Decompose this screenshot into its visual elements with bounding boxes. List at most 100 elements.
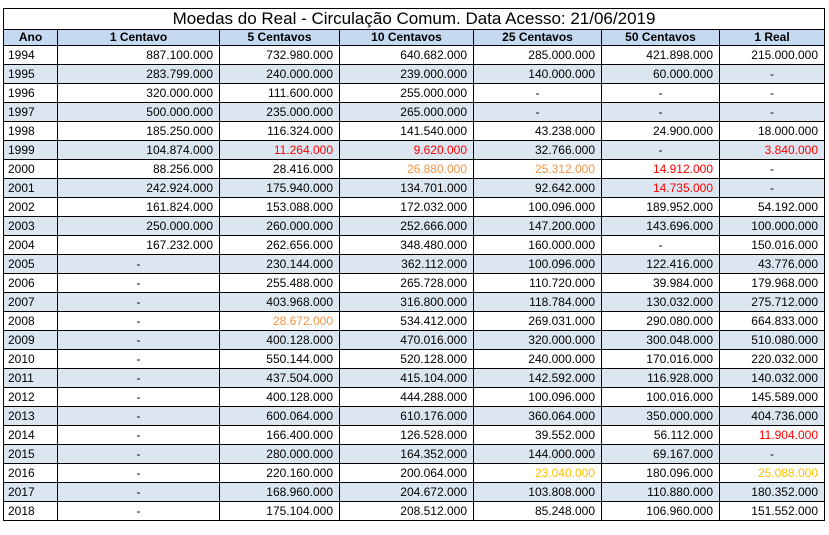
value-cell: 283.799.000 bbox=[57, 64, 220, 84]
table-row: 1997 500.000.000 235.000.000 265.000.000- - - bbox=[3, 102, 825, 122]
value-cell: 100.016.000 bbox=[601, 387, 720, 407]
value-cell: 260.000.000 bbox=[219, 216, 340, 236]
year-cell: 2002 bbox=[3, 197, 58, 217]
value-cell: 28.672.000 bbox=[219, 311, 340, 331]
year-cell: 2017 bbox=[3, 482, 58, 502]
value-cell: 144.000.000 bbox=[473, 444, 602, 464]
value-cell: 39.984.000 bbox=[601, 273, 720, 293]
coin-circulation-table: Moedas do Real - Circulação Comum. Data … bbox=[3, 8, 825, 521]
value-cell: 350.000.000 bbox=[601, 406, 720, 426]
value-cell: 69.167.000 bbox=[601, 444, 720, 464]
value-cell: 111.600.000 bbox=[219, 83, 340, 103]
value-cell: 118.784.000 bbox=[473, 292, 602, 312]
value-cell: 100.000.000 bbox=[719, 216, 825, 236]
value-cell: 145.589.000 bbox=[719, 387, 825, 407]
value-cell: - bbox=[57, 463, 220, 483]
value-cell: 265.728.000 bbox=[339, 273, 474, 293]
year-cell: 2005 bbox=[3, 254, 58, 274]
table-row: 2017-168.960.000 204.672.000 103.808.000 11… bbox=[3, 482, 825, 502]
value-cell: 404.736.000 bbox=[719, 406, 825, 426]
value-cell: 534.412.000 bbox=[339, 311, 474, 331]
value-cell: 421.898.000 bbox=[601, 45, 720, 65]
year-cell: 1994 bbox=[3, 45, 58, 65]
value-cell: 269.031.000 bbox=[473, 311, 602, 331]
value-cell: 242.924.000 bbox=[57, 178, 220, 198]
header-5-centavos: 5 Centavos bbox=[219, 29, 340, 46]
header-row: Ano 1 Centavo 5 Centavos 10 Centavos 25 … bbox=[3, 29, 825, 46]
table-row: 2011-437.504.000 415.104.000 142.592.000 11… bbox=[3, 368, 825, 388]
value-cell: 520.128.000 bbox=[339, 349, 474, 369]
value-cell: 510.080.000 bbox=[719, 330, 825, 350]
coin-table-container: Moedas do Real - Circulação Comum. Data … bbox=[3, 8, 825, 521]
value-cell: - bbox=[57, 425, 220, 445]
value-cell: 153.088.000 bbox=[219, 197, 340, 217]
value-cell: 11.904.000 bbox=[719, 425, 825, 445]
value-cell: - bbox=[57, 292, 220, 312]
year-cell: 2013 bbox=[3, 406, 58, 426]
year-cell: 2003 bbox=[3, 216, 58, 236]
value-cell: 610.176.000 bbox=[339, 406, 474, 426]
value-cell: - bbox=[719, 178, 825, 198]
value-cell: - bbox=[719, 64, 825, 84]
table-title: Moedas do Real - Circulação Comum. Data … bbox=[3, 8, 825, 30]
value-cell: 400.128.000 bbox=[219, 330, 340, 350]
value-cell: 170.016.000 bbox=[601, 349, 720, 369]
table-row: 2015-280.000.000 164.352.000 144.000.000 69… bbox=[3, 444, 825, 464]
value-cell: 26.880.000 bbox=[339, 159, 474, 179]
value-cell: 280.000.000 bbox=[219, 444, 340, 464]
value-cell: 550.144.000 bbox=[219, 349, 340, 369]
value-cell: 204.672.000 bbox=[339, 482, 474, 502]
year-cell: 2004 bbox=[3, 235, 58, 255]
value-cell: 130.032.000 bbox=[601, 292, 720, 312]
year-cell: 2007 bbox=[3, 292, 58, 312]
table-row: 2014-166.400.000 126.528.000 39.552.000 56.… bbox=[3, 425, 825, 445]
value-cell: 147.200.000 bbox=[473, 216, 602, 236]
value-cell: 265.000.000 bbox=[339, 102, 474, 122]
value-cell: - bbox=[719, 444, 825, 464]
value-cell: 39.552.000 bbox=[473, 425, 602, 445]
value-cell: - bbox=[57, 501, 220, 521]
value-cell: 106.960.000 bbox=[601, 501, 720, 521]
value-cell: 166.400.000 bbox=[219, 425, 340, 445]
table-row: 1998 185.250.000 116.324.000 141.540.000 43.… bbox=[3, 121, 825, 141]
value-cell: - bbox=[57, 444, 220, 464]
value-cell: 316.800.000 bbox=[339, 292, 474, 312]
year-cell: 2011 bbox=[3, 368, 58, 388]
year-cell: 2006 bbox=[3, 273, 58, 293]
table-row: 2004 167.232.000 262.656.000 348.480.000 160… bbox=[3, 235, 825, 255]
year-cell: 2008 bbox=[3, 311, 58, 331]
value-cell: - bbox=[57, 311, 220, 331]
table-row: 2007-403.968.000 316.800.000 118.784.000 13… bbox=[3, 292, 825, 312]
value-cell: 239.000.000 bbox=[339, 64, 474, 84]
value-cell: 110.720.000 bbox=[473, 273, 602, 293]
year-cell: 2000 bbox=[3, 159, 58, 179]
value-cell: 140.000.000 bbox=[473, 64, 602, 84]
table-row: 2016-220.160.000 200.064.000 23.040.000 180… bbox=[3, 463, 825, 483]
year-cell: 2015 bbox=[3, 444, 58, 464]
table-row: 2008-28.672.000 534.412.000 269.031.000 290… bbox=[3, 311, 825, 331]
year-cell: 1996 bbox=[3, 83, 58, 103]
value-cell: 255.488.000 bbox=[219, 273, 340, 293]
value-cell: 255.000.000 bbox=[339, 83, 474, 103]
header-10-centavos: 10 Centavos bbox=[339, 29, 474, 46]
value-cell: 179.968.000 bbox=[719, 273, 825, 293]
value-cell: - bbox=[473, 102, 602, 122]
year-cell: 1999 bbox=[3, 140, 58, 160]
value-cell: 275.712.000 bbox=[719, 292, 825, 312]
value-cell: - bbox=[57, 349, 220, 369]
value-cell: 500.000.000 bbox=[57, 102, 220, 122]
value-cell: 235.000.000 bbox=[219, 102, 340, 122]
year-cell: 2001 bbox=[3, 178, 58, 198]
value-cell: - bbox=[601, 140, 720, 160]
value-cell: 60.000.000 bbox=[601, 64, 720, 84]
value-cell: - bbox=[719, 83, 825, 103]
header-1-centavo: 1 Centavo bbox=[57, 29, 220, 46]
value-cell: - bbox=[57, 368, 220, 388]
value-cell: 240.000.000 bbox=[473, 349, 602, 369]
value-cell: 100.096.000 bbox=[473, 197, 602, 217]
header-ano: Ano bbox=[3, 29, 58, 46]
table-row: 1995 283.799.000 240.000.000 239.000.000 140… bbox=[3, 64, 825, 84]
value-cell: 360.064.000 bbox=[473, 406, 602, 426]
value-cell: 43.238.000 bbox=[473, 121, 602, 141]
value-cell: 88.256.000 bbox=[57, 159, 220, 179]
